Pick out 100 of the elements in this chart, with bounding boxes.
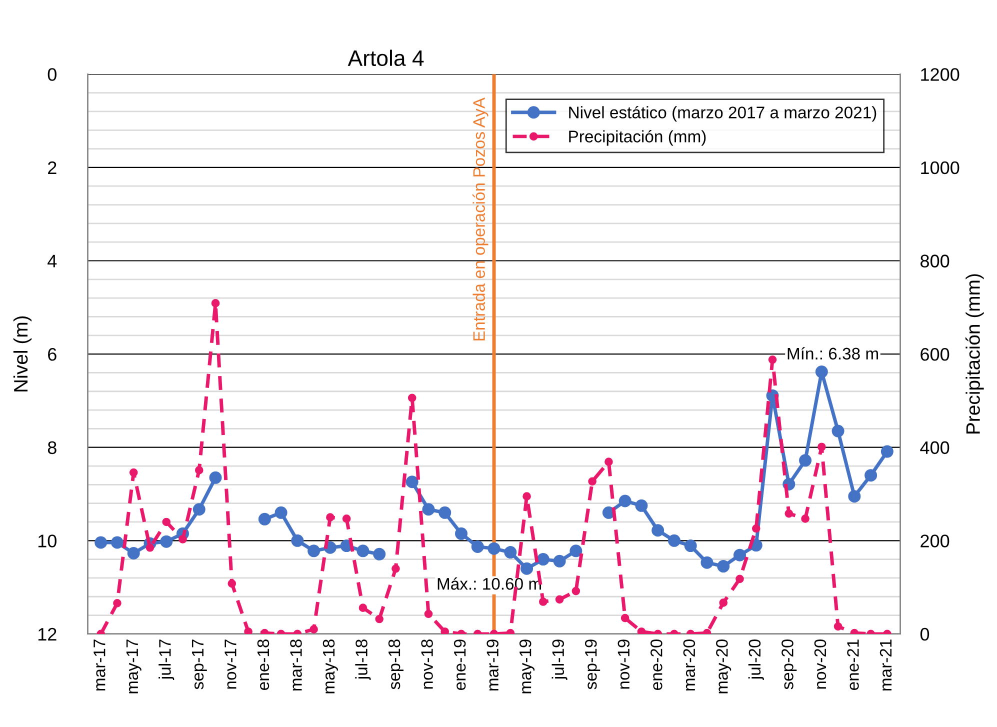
y-tick-label: 4 [48,254,57,268]
y2-tick-label: 1000 [921,161,960,174]
point [652,524,664,537]
point [768,355,777,364]
point [522,492,531,500]
point [228,579,236,588]
point [358,604,368,612]
point [620,614,630,622]
x-tick-label: may-19 [519,640,535,694]
point [717,560,730,573]
y-tick-label: 12 [38,628,56,640]
point [588,477,596,486]
y2-tick-label: 600 [920,348,950,361]
y2-tick-label: 200 [920,534,950,548]
y-axis-title: Nivel (m) [13,316,32,392]
point [488,542,500,555]
point [504,546,517,559]
point [752,524,760,533]
point [668,534,680,547]
x-tick-label: mar-17 [94,640,106,690]
point [211,299,220,308]
point [178,535,187,544]
x-tick-label: jul-17 [158,640,174,680]
legend-label: Nivel estático (marzo 2017 a marzo 2021) [569,106,876,122]
point [310,625,318,634]
x-tick-label: mar-18 [290,640,302,690]
point [834,622,842,631]
point [799,454,812,467]
point [815,366,828,378]
x-tick-label: nov-17 [224,640,236,689]
point [129,468,138,477]
ref-line-label: Entrada en operación Pozos AyA [472,98,488,340]
point [520,562,534,575]
point [536,553,550,566]
point [160,535,173,548]
point [392,564,400,573]
y2-axis-title: Precipitación (mm) [965,274,984,434]
point [817,442,826,452]
point [162,518,171,526]
y-tick-label: 8 [48,441,56,454]
point [684,540,697,552]
point [373,548,386,560]
point [209,471,222,484]
x-tick-label: ene-18 [257,640,270,690]
point [784,509,794,518]
point [635,499,648,512]
point [356,544,370,558]
point [406,476,418,488]
x-tick-label: may-17 [126,640,142,694]
point [110,536,124,549]
point [637,627,646,634]
x-tick-label: nov-20 [814,639,826,689]
point [736,574,744,584]
point [127,546,140,560]
x-tick-label: jul-19 [552,640,568,680]
x-tick-label: jul-20 [748,639,764,680]
point [733,548,746,562]
x-tick-label: nov-19 [618,640,630,689]
y-tick-label: 2 [48,161,56,174]
x-tick-label: ene-20 [650,639,662,690]
point [408,394,416,402]
legend-label: Precipitación (mm) [569,130,706,146]
point [342,514,351,523]
x-tick-label: mar-20 [683,639,696,690]
point [258,512,271,526]
point [471,540,484,553]
point [553,554,566,568]
y-tick-label: 6 [48,348,56,361]
point [864,469,878,482]
point [326,513,334,522]
x-tick-label: sep-20 [782,639,797,690]
point [618,494,632,508]
x-tick-label: nov-18 [421,640,433,689]
x-tick-label: may-18 [322,640,338,694]
x-tick-label: ene-21 [847,640,859,690]
y2-tick-label: 400 [920,441,950,454]
x-tick-label: mar-21 [880,640,892,690]
point [570,544,582,558]
point [192,503,206,516]
y2-tick-label: 800 [920,254,950,268]
point [832,424,844,438]
chart-title: Artola 4 [348,50,424,66]
x-tick-label: may-20 [716,639,732,694]
point [604,458,613,466]
point [440,627,450,634]
point [113,598,122,608]
x-tick-label: sep-18 [388,640,404,690]
point [455,527,468,540]
y2-tick-label: 1200 [921,68,960,81]
point [700,556,714,569]
point [274,506,288,519]
point [308,544,320,558]
y2-tick-label: 0 [920,628,930,641]
point [94,536,108,549]
point [538,598,548,606]
y-tick-label: 10 [38,534,56,548]
x-tick-label: sep-17 [192,640,207,690]
y-tick-label: 0 [48,68,56,81]
annotation: Mín.: 6.38 m [788,347,878,360]
point [438,506,452,519]
